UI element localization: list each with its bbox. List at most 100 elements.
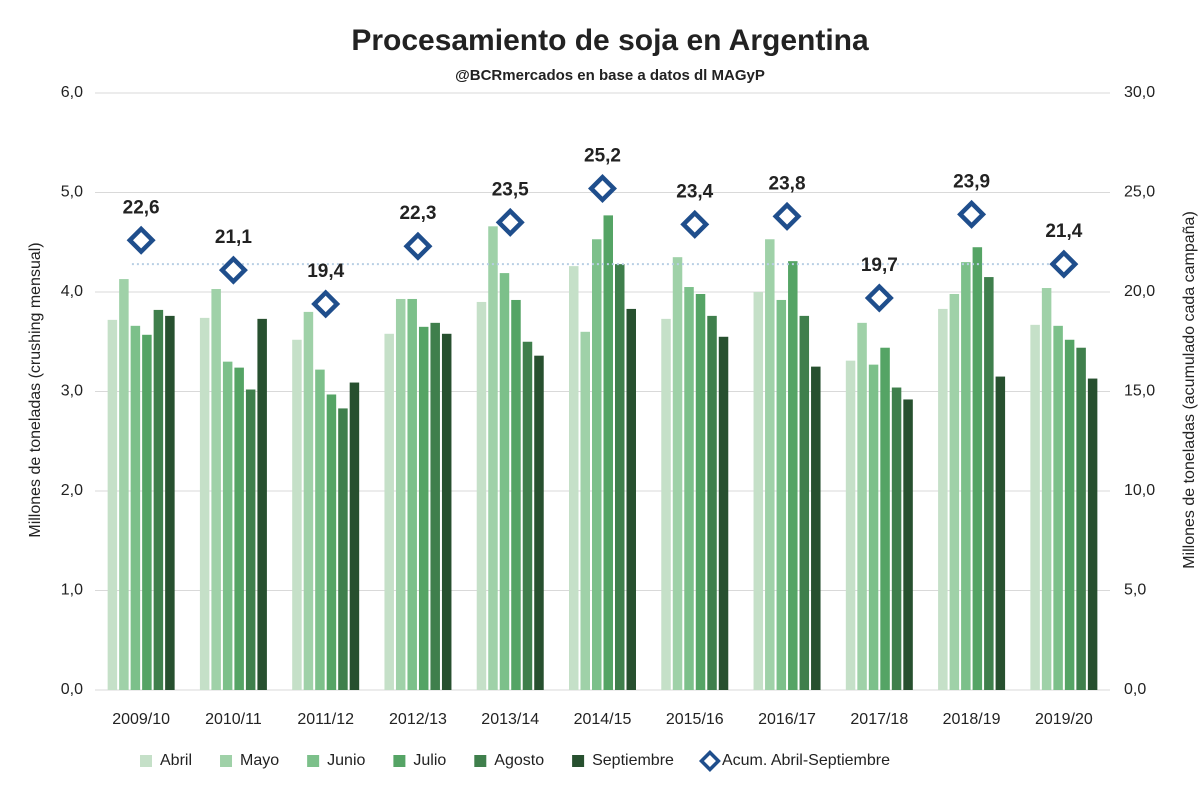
bar — [972, 247, 983, 690]
bar — [488, 226, 498, 690]
bar — [753, 292, 764, 690]
bar — [995, 376, 1006, 690]
data-label: 19,7 — [861, 255, 898, 276]
x-tick-label: 2012/13 — [389, 711, 447, 728]
bar — [949, 293, 960, 690]
marker — [1049, 249, 1079, 279]
legend-swatch — [572, 755, 585, 767]
bar — [1041, 288, 1052, 690]
x-tick-label: 2009/10 — [112, 711, 170, 728]
bar — [130, 325, 141, 690]
bar — [292, 339, 302, 690]
legend-label: Acum. Abril-Septiembre — [722, 752, 890, 769]
bar — [257, 318, 267, 690]
bar — [776, 299, 787, 690]
bar — [222, 361, 233, 690]
x-tick-label: 2013/14 — [481, 711, 539, 728]
bar — [326, 394, 337, 690]
x-tick-label: 2017/18 — [850, 711, 908, 728]
x-tick-label: 2016/17 — [758, 711, 816, 728]
y-tick-label: 1,0 — [61, 582, 83, 599]
y2-tick-label: 30,0 — [1124, 84, 1155, 101]
bar — [788, 261, 798, 690]
y-tick-label: 2,0 — [61, 482, 83, 499]
y2-tick-label: 15,0 — [1124, 383, 1155, 400]
x-tick-label: 2018/19 — [943, 711, 1001, 728]
bar — [338, 408, 348, 690]
bar — [868, 364, 879, 690]
legend-swatch — [220, 755, 233, 767]
bar — [153, 309, 164, 690]
bar — [707, 315, 717, 690]
legend-swatch — [307, 755, 320, 767]
y-tick-label: 6,0 — [61, 84, 83, 101]
y2-axis-title: Millones de toneladas (acumulado cada ca… — [1181, 211, 1198, 569]
chart-subtitle: @BCRmercados en base a datos dl MAGyP — [455, 67, 765, 84]
bar — [499, 273, 510, 690]
data-label: 25,2 — [584, 146, 621, 167]
bar — [626, 308, 636, 690]
marker — [403, 231, 433, 261]
bar — [315, 369, 325, 690]
bar — [418, 326, 429, 690]
data-label: 23,4 — [676, 181, 713, 202]
bar — [845, 360, 856, 690]
bar — [384, 333, 394, 690]
legend-swatch — [140, 755, 152, 767]
bar — [569, 266, 579, 690]
bar — [684, 287, 694, 690]
bar — [476, 301, 487, 690]
bar — [603, 215, 613, 690]
legend-label: Abril — [160, 752, 192, 769]
marker — [680, 209, 710, 239]
y-tick-label: 3,0 — [61, 383, 83, 400]
bar — [1087, 378, 1098, 690]
chart-title: Procesamiento de soja en Argentina — [351, 24, 869, 57]
x-tick-label: 2011/12 — [297, 711, 354, 728]
x-tick-label: 2014/15 — [574, 711, 632, 728]
legend-label: Julio — [413, 752, 446, 769]
bar — [984, 277, 994, 690]
bar — [199, 317, 210, 690]
y-tick-label: 0,0 — [61, 681, 83, 698]
bar — [165, 315, 175, 690]
bar — [961, 262, 971, 690]
bar — [672, 257, 683, 690]
bar — [1053, 325, 1063, 690]
bar — [938, 308, 948, 690]
bar — [1064, 339, 1075, 690]
bar — [661, 318, 671, 690]
bar — [522, 341, 533, 690]
marker — [126, 225, 156, 255]
marker — [864, 283, 894, 313]
x-tick-label: 2015/16 — [666, 711, 724, 728]
bar — [511, 299, 521, 690]
data-label: 23,5 — [492, 179, 529, 200]
marker — [495, 207, 525, 237]
legend-label: Agosto — [494, 752, 544, 769]
bar — [349, 382, 360, 690]
marker — [311, 289, 341, 319]
data-label: 23,8 — [769, 173, 806, 194]
y2-tick-label: 25,0 — [1124, 184, 1155, 201]
legend-label: Junio — [327, 752, 365, 769]
bar — [430, 322, 440, 690]
bar — [245, 389, 256, 690]
y2-tick-label: 20,0 — [1124, 283, 1155, 300]
data-label: 23,9 — [953, 171, 990, 192]
bar — [107, 319, 118, 690]
bar — [891, 387, 902, 690]
bar — [534, 355, 544, 690]
marker — [957, 199, 987, 229]
y-axis-title: Millones de toneladas (crushing mensual) — [27, 242, 44, 537]
bar — [799, 315, 810, 690]
bar — [718, 336, 729, 690]
bar — [119, 279, 129, 690]
y2-tick-label: 10,0 — [1124, 482, 1155, 499]
legend-label: Septiembre — [592, 752, 674, 769]
bar — [765, 239, 775, 690]
legend-marker — [698, 750, 721, 772]
bar — [880, 347, 890, 690]
bar — [395, 298, 406, 690]
